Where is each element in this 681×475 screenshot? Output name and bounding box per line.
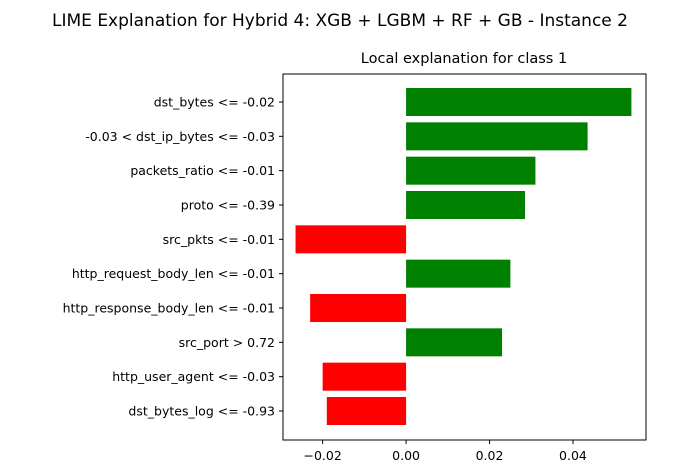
x-tick-label: 0.02 xyxy=(476,448,504,463)
y-tick-label: http_request_body_len <= -0.01 xyxy=(72,266,275,281)
x-tick-label: 0.04 xyxy=(559,448,587,463)
y-tick-label: proto <= -0.39 xyxy=(181,198,275,213)
x-ticks: −0.02 0.00 0.02 0.04 xyxy=(303,440,587,463)
bars-group xyxy=(295,88,632,425)
y-tick-label: http_user_agent <= -0.03 xyxy=(112,369,275,384)
x-tick-label: −0.02 xyxy=(303,448,341,463)
bar-3 xyxy=(406,191,525,219)
y-tick-label: src_port > 0.72 xyxy=(179,335,275,350)
bar-1 xyxy=(406,122,588,151)
x-tick-label: 0.00 xyxy=(392,448,420,463)
y-tick-label: packets_ratio <= -0.01 xyxy=(130,163,275,178)
y-tick-labels: dst_bytes <= -0.02 -0.03 < dst_ip_bytes <… xyxy=(63,95,283,419)
bar-5 xyxy=(406,259,511,288)
y-tick-label: dst_bytes <= -0.02 xyxy=(154,95,275,110)
axes-frame xyxy=(282,73,647,441)
chart-suptitle: LIME Explanation for Hybrid 4: XGB + LGB… xyxy=(52,11,628,31)
y-tick-label: dst_bytes_log <= -0.93 xyxy=(128,404,275,419)
bar-2 xyxy=(406,156,536,185)
bar-7 xyxy=(406,328,503,357)
y-tick-label: src_pkts <= -0.01 xyxy=(163,232,275,247)
y-tick-label: http_response_body_len <= -0.01 xyxy=(63,301,275,316)
bar-9 xyxy=(326,397,407,425)
bar-0 xyxy=(406,88,632,116)
bar-6 xyxy=(310,294,407,322)
chart-title: Local explanation for class 1 xyxy=(361,51,567,67)
y-tick-label: -0.03 < dst_ip_bytes <= -0.03 xyxy=(85,129,275,144)
bar-8 xyxy=(322,362,407,391)
bar-4 xyxy=(295,225,407,254)
